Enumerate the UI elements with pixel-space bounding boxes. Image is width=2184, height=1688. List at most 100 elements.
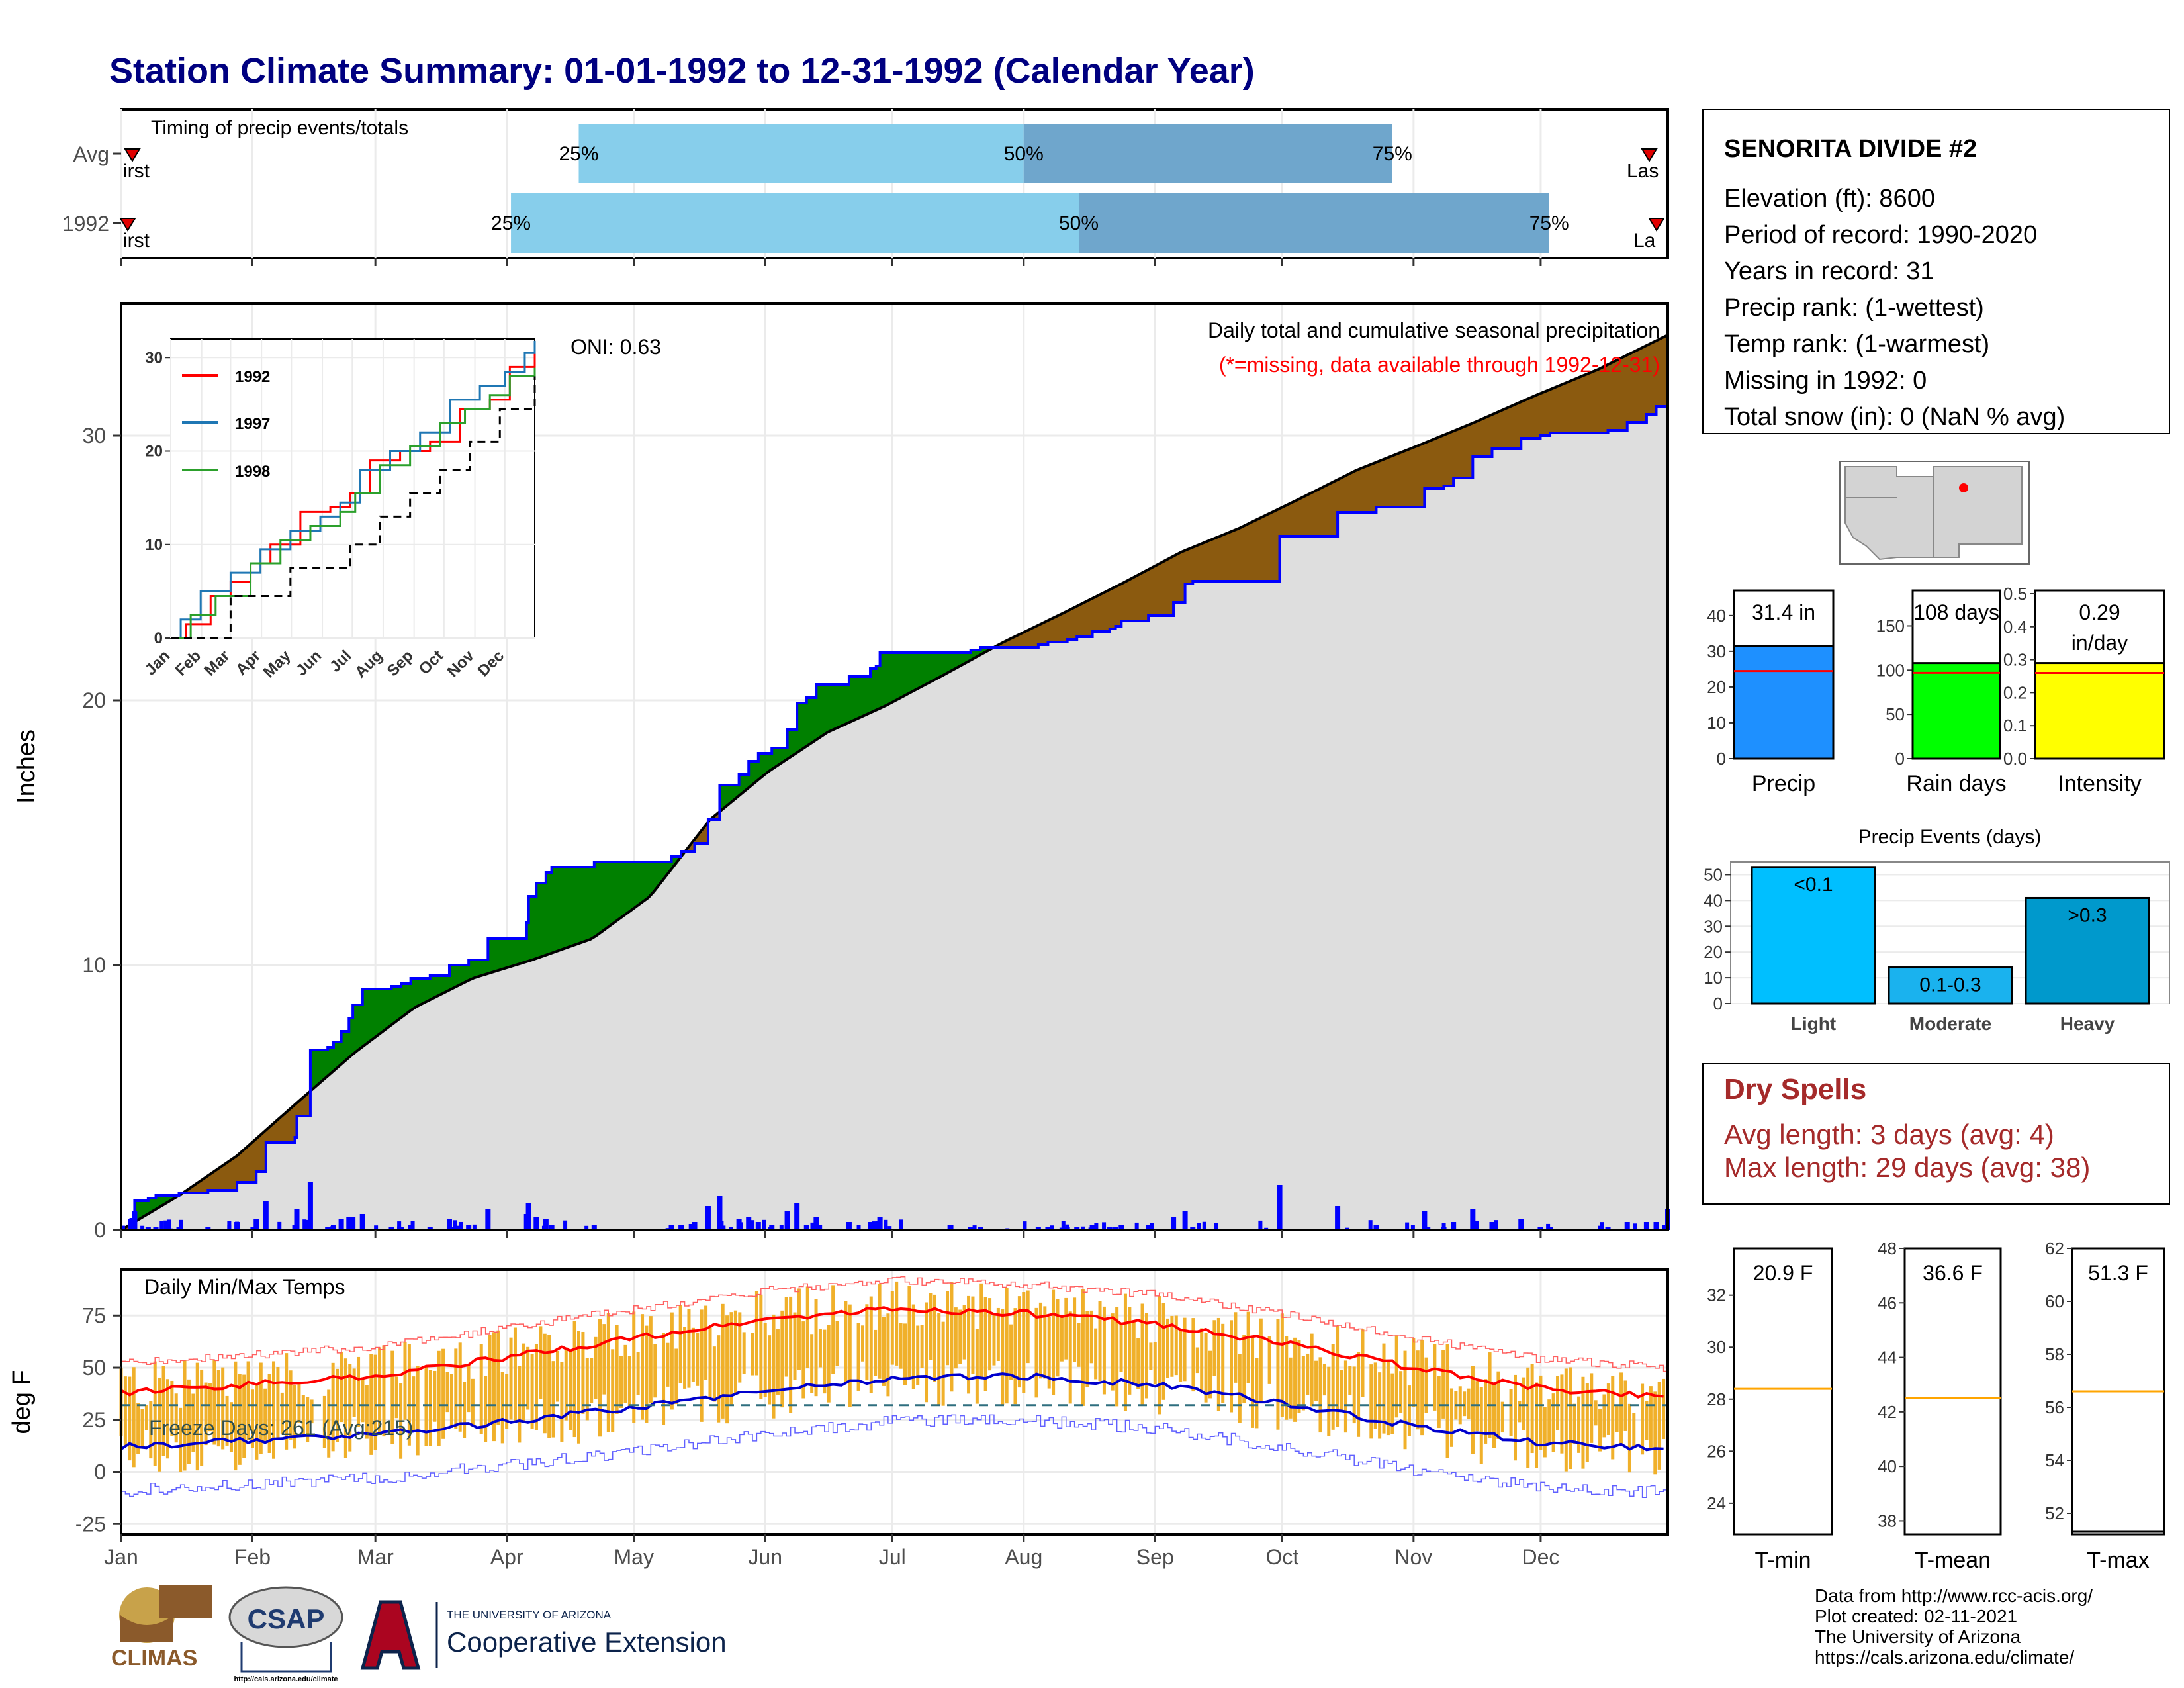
daily-temp-bar [526, 1346, 530, 1410]
daily-temp-bar [471, 1378, 475, 1427]
daily-precip-bar [949, 1225, 954, 1230]
daily-precip-bar [751, 1220, 755, 1230]
daily-temp-bar [1310, 1333, 1314, 1407]
daily-precip-bar [779, 1225, 784, 1230]
daily-temp-bar [496, 1330, 500, 1425]
month-tick-label: Feb [234, 1545, 271, 1569]
daily-temp-bar [1615, 1406, 1619, 1432]
daily-temp-bar [627, 1356, 631, 1407]
daily-precip-bar [1134, 1222, 1139, 1230]
daily-precip-bar [1422, 1211, 1428, 1230]
daily-temp-bar [1509, 1389, 1513, 1436]
daily-temp-bar [1195, 1347, 1199, 1374]
daily-temp-bar [1128, 1307, 1132, 1395]
month-tick-label: Jan [104, 1545, 138, 1569]
daily-temp-bar [742, 1332, 746, 1374]
daily-temp-bar [1449, 1388, 1453, 1447]
daily-temp-bar [1089, 1310, 1093, 1364]
events-bar-label: 0.1-0.3 [1919, 974, 1981, 996]
daily-temp-bar [1581, 1376, 1585, 1469]
daily-temp-bar [378, 1347, 382, 1433]
daily-temp-bar [738, 1312, 742, 1383]
csap-logo-text: CSAP [248, 1603, 325, 1634]
daily-temp-bar [234, 1361, 238, 1471]
daily-temp-bar [844, 1301, 848, 1383]
daily-temp-bar [1657, 1382, 1661, 1470]
timing-row-label: Avg [73, 142, 109, 166]
average-cumulative-area [121, 335, 1668, 1230]
daily-temp-bar [1165, 1318, 1169, 1379]
ua-big-text: Cooperative Extension [447, 1626, 727, 1658]
daily-precip-bar [1150, 1223, 1154, 1230]
daily-temp-bar [445, 1372, 449, 1413]
daily-temp-bar [1009, 1324, 1013, 1380]
dry-spells-title: Dry Spells [1724, 1073, 1866, 1105]
daily-temp-bar [835, 1321, 839, 1366]
daily-temp-bar [560, 1362, 564, 1442]
total-y-tick-label: 0.3 [2003, 650, 2027, 670]
daily-temp-bar [1073, 1297, 1077, 1362]
temp-y-tick-label: 25 [82, 1408, 106, 1432]
daily-temp-bar [547, 1335, 551, 1438]
daily-temp-bar [238, 1374, 242, 1465]
daily-temp-bar [1136, 1338, 1140, 1389]
timing-label: Timing of precip events/totals [151, 117, 408, 139]
daily-temp-bar [136, 1403, 140, 1454]
daily-precip-bar [1335, 1206, 1341, 1230]
daily-temp-bar [1183, 1317, 1187, 1382]
daily-temp-bar [869, 1296, 873, 1393]
daily-temp-bar [343, 1358, 347, 1458]
station-name: SENORITA DIVIDE #2 [1724, 135, 1977, 163]
daily-temp-bar [289, 1370, 293, 1440]
page-title: Station Climate Summary: 01-01-1992 to 1… [109, 51, 1255, 91]
daily-temp-bar [1569, 1367, 1572, 1470]
temp-summary-y-tick-label: 52 [2045, 1503, 2064, 1523]
total-y-tick-label: 50 [1886, 704, 1905, 724]
daily-temp-bar [810, 1334, 814, 1393]
daily-temp-bar [925, 1302, 929, 1403]
daily-temp-bar [509, 1337, 513, 1420]
total-y-tick-label: 10 [1707, 713, 1726, 733]
temp-summary-y-tick-label: 28 [1707, 1389, 1726, 1409]
daily-precip-bar [846, 1222, 852, 1230]
daily-temp-bar [1590, 1373, 1594, 1443]
precip-totals-charts: 0 10 20 30 40 31.4 in Precip 0 50 100 150 108 days R… [1707, 584, 2165, 796]
daily-temp-bar [1394, 1335, 1398, 1418]
daily-temp-bar [340, 1352, 343, 1423]
daily-temp-bar [712, 1346, 716, 1402]
daily-precip-bar [876, 1221, 880, 1230]
daily-temp-bar [1441, 1350, 1445, 1419]
last-event-marker [1641, 148, 1658, 162]
daily-temp-bar [1022, 1292, 1026, 1393]
daily-temp-bar [670, 1312, 674, 1410]
daily-temp-bar [1132, 1321, 1136, 1383]
daily-precip-bar [1489, 1222, 1495, 1230]
daily-temp-bar [373, 1354, 377, 1450]
month-tick-label: Mar [357, 1545, 394, 1569]
daily-precip-bar [250, 1227, 255, 1230]
daily-temp-bar [569, 1352, 572, 1430]
daily-temp-bar [1174, 1315, 1178, 1376]
total-value-label: 31.4 in [1752, 600, 1815, 624]
daily-temp-bar [1336, 1325, 1340, 1427]
daily-temp-bar [772, 1314, 776, 1419]
csap-url: http://cals.arizona.edu/climate [234, 1675, 338, 1683]
daily-temp-bar [878, 1284, 882, 1379]
daily-temp-bar [183, 1360, 187, 1471]
precip-chart-title: Daily total and cumulative seasonal prec… [1208, 318, 1660, 342]
events-y-tick-label: 50 [1704, 865, 1723, 884]
total-y-tick-label: 0 [1717, 749, 1726, 769]
temp-y-tick-label: 0 [94, 1460, 106, 1484]
daily-temp-bar [920, 1325, 924, 1368]
inset-y-tick-label: 30 [145, 349, 163, 367]
daily-precip-bar [549, 1225, 555, 1230]
daily-temp-bar [958, 1309, 962, 1364]
daily-temp-bar [1373, 1362, 1377, 1429]
daily-temp-bar [522, 1343, 525, 1423]
total-y-tick-label: 100 [1876, 660, 1905, 680]
total-y-tick-label: 0.5 [2003, 584, 2027, 604]
precip-y-tick-label: 20 [82, 688, 106, 712]
temp-summary-category-label: T-max [2087, 1548, 2149, 1573]
location-map [1839, 461, 2030, 565]
